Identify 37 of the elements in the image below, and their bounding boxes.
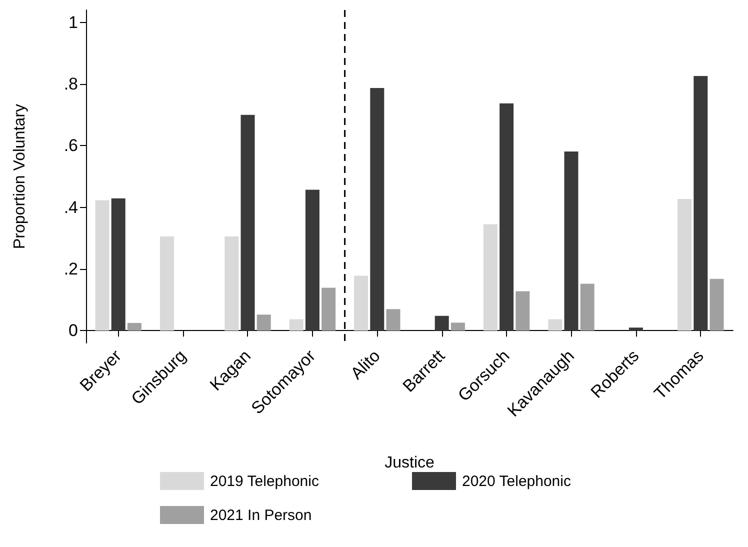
bar xyxy=(628,328,643,331)
y-axis-title: Proportion Voluntary xyxy=(12,104,28,249)
y-tick-label: .4 xyxy=(64,198,78,217)
bar xyxy=(564,152,578,331)
x-axis-title: Justice xyxy=(384,454,434,472)
bar xyxy=(354,276,368,331)
bar xyxy=(322,288,336,331)
y-tick-label: 1 xyxy=(68,12,78,32)
bar xyxy=(580,284,594,331)
bar xyxy=(224,236,239,331)
bar xyxy=(434,316,449,331)
bar xyxy=(483,224,498,331)
bar xyxy=(111,198,126,331)
bar xyxy=(386,309,400,331)
legend-label: 2021 In Person xyxy=(210,506,312,524)
bar xyxy=(500,103,514,331)
bar xyxy=(450,322,465,331)
bar xyxy=(127,322,142,331)
bar xyxy=(240,114,255,331)
bar xyxy=(95,200,110,331)
y-tick-label: .8 xyxy=(64,74,78,94)
bar xyxy=(305,190,320,331)
legend-label: 2019 Telephonic xyxy=(210,472,319,490)
y-tick-label: .2 xyxy=(64,260,78,278)
bar xyxy=(289,319,304,331)
y-tick-label: 0 xyxy=(68,321,78,340)
legend-label: 2020 Telephonic xyxy=(462,472,571,490)
bar xyxy=(160,236,174,331)
bar xyxy=(370,88,384,331)
bar xyxy=(710,278,724,331)
bar xyxy=(256,314,271,331)
bar xyxy=(694,76,708,331)
bar xyxy=(548,319,562,331)
x-tick-label: Alito xyxy=(347,346,384,384)
bar xyxy=(678,199,692,331)
y-tick-label: .6 xyxy=(64,136,78,156)
bar xyxy=(516,291,530,331)
